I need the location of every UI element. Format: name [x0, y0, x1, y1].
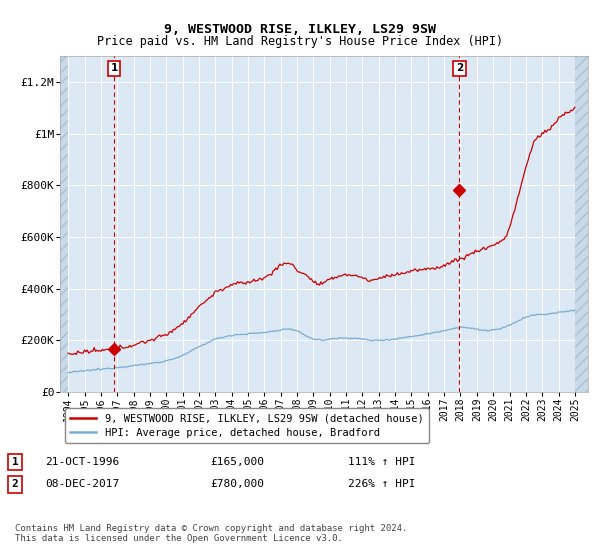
Text: 1: 1: [11, 457, 19, 467]
Bar: [575, 56, 588, 392]
Text: 226% ↑ HPI: 226% ↑ HPI: [348, 479, 415, 489]
Legend: 9, WESTWOOD RISE, ILKLEY, LS29 9SW (detached house), HPI: Average price, detache: 9, WESTWOOD RISE, ILKLEY, LS29 9SW (deta…: [65, 408, 429, 443]
Text: £780,000: £780,000: [210, 479, 264, 489]
Text: Price paid vs. HM Land Registry's House Price Index (HPI): Price paid vs. HM Land Registry's House …: [97, 35, 503, 48]
Text: Contains HM Land Registry data © Crown copyright and database right 2024.
This d: Contains HM Land Registry data © Crown c…: [15, 524, 407, 543]
Text: 9, WESTWOOD RISE, ILKLEY, LS29 9SW: 9, WESTWOOD RISE, ILKLEY, LS29 9SW: [164, 24, 436, 36]
Text: 111% ↑ HPI: 111% ↑ HPI: [348, 457, 415, 467]
Bar: [60, 56, 68, 392]
Text: £165,000: £165,000: [210, 457, 264, 467]
Text: 08-DEC-2017: 08-DEC-2017: [45, 479, 119, 489]
Text: 1: 1: [110, 63, 118, 73]
Text: 2: 2: [456, 63, 463, 73]
Text: 21-OCT-1996: 21-OCT-1996: [45, 457, 119, 467]
Text: 2: 2: [11, 479, 19, 489]
